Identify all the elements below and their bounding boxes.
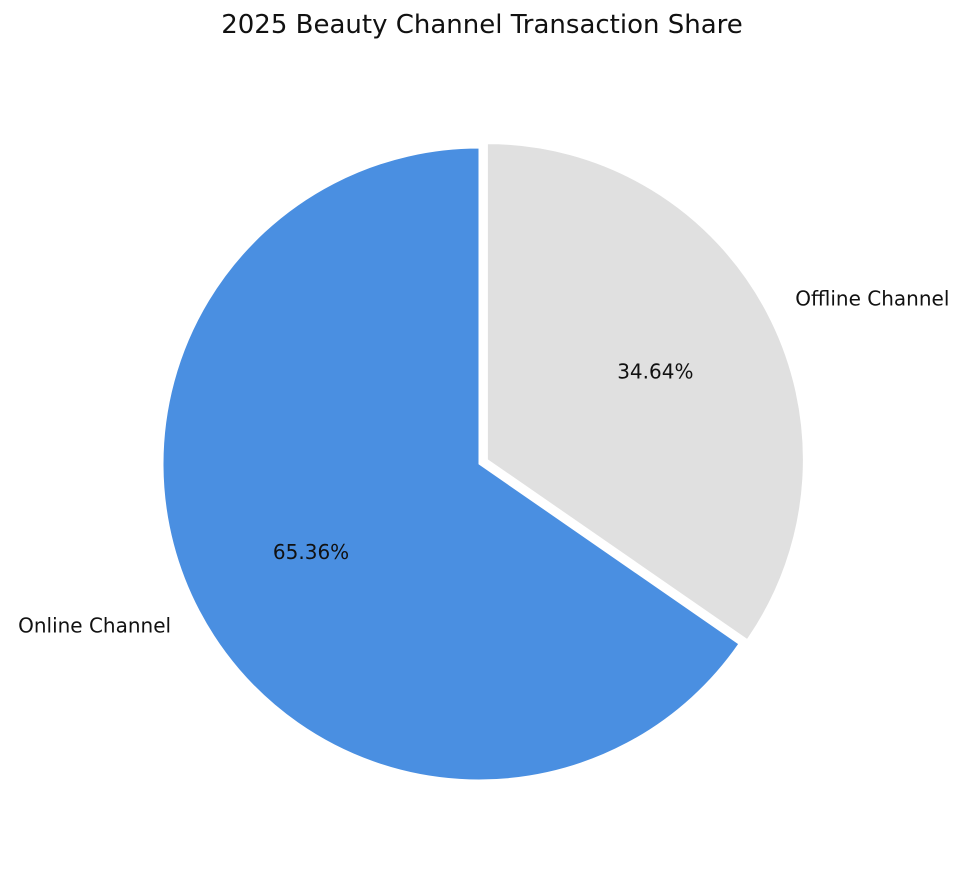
pie-slice-online-channel [162,147,740,781]
pie-value-label-offline-channel: 34.64% [617,360,693,384]
pie-slice-offline-channel [486,143,804,641]
pie-category-label-online-channel: Online Channel [18,613,171,637]
pie-value-label-online-channel: 65.36% [273,540,349,564]
pie-labels: 65.36% Online Channel 34.64% Offline Channe… [18,286,949,637]
pie-slices [162,143,804,781]
chart-title: 2025 Beauty Channel Transaction Share [221,10,743,40]
pie-category-label-offline-channel: Offline Channel [795,286,949,310]
